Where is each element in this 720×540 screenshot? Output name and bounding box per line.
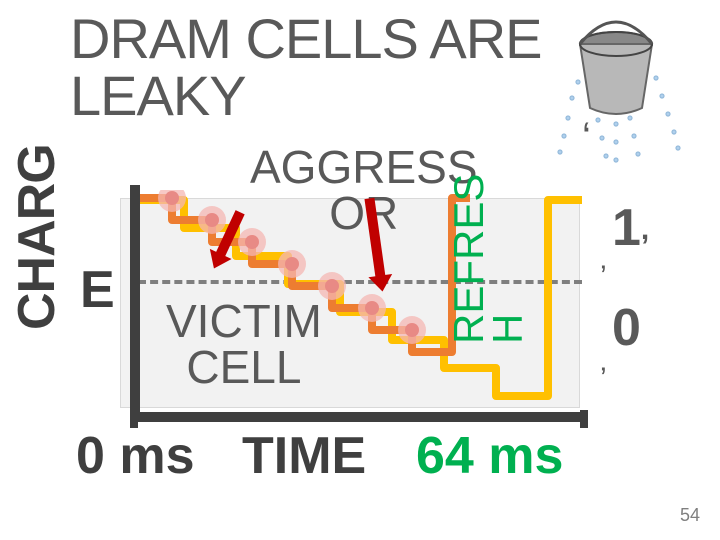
page-number: 54 [680, 505, 700, 526]
victim-l2: CELL [186, 341, 301, 393]
slide-title: DRAM CELLS ARE LEAKY [70, 10, 542, 124]
x-axis-label: TIME [242, 426, 366, 486]
title-l2: LEAKY [70, 64, 246, 127]
logic-0-label: 0 [612, 298, 641, 358]
refresh-l2: H [484, 314, 531, 344]
leaky-bucket-icon [550, 18, 690, 178]
quote-mark: ’ [600, 362, 607, 396]
x-tick-0: 0 ms [76, 426, 195, 486]
x-axis [130, 412, 588, 422]
y-axis [130, 185, 140, 420]
logic-1-label: 1, [612, 198, 649, 258]
victim-l1: VICTIM [166, 295, 322, 347]
quote-mark: ‘ [582, 115, 591, 160]
quote-mark: ’ [600, 260, 607, 294]
x-tick [580, 410, 588, 428]
title-l1: DRAM CELLS ARE [70, 7, 542, 70]
aggressor-l2: OR [329, 187, 398, 239]
y-axis-label-e: E [80, 260, 115, 320]
x-tick-64: 64 ms [416, 426, 563, 486]
y-axis-label: CHARG [7, 144, 67, 330]
aggressor-l1: AGGRESS [250, 141, 478, 193]
aggressor-label: AGGRESS OR [250, 144, 478, 236]
refresh-label: REFRES H [450, 174, 527, 344]
x-tick [130, 410, 138, 428]
victim-label: VICTIM CELL [166, 298, 322, 390]
